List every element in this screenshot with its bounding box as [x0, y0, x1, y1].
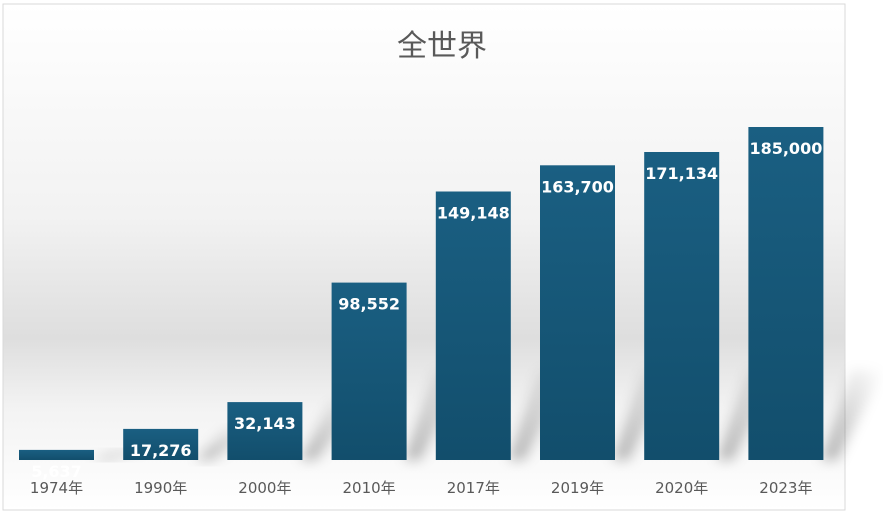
x-tick-label: 1990年 [134, 479, 187, 497]
data-labels: 5,637 17,276 32,143 98,552 149,148 163,700 171… [31, 139, 822, 481]
bar [644, 152, 720, 460]
bar [19, 449, 94, 460]
x-tick-label: 2000年 [238, 479, 291, 497]
bars [19, 127, 824, 461]
bar [540, 165, 615, 461]
chart-title: 全世界 [397, 29, 487, 64]
data-label: 163,700 [541, 177, 614, 196]
data-label: 32,143 [234, 414, 296, 433]
bar [748, 127, 824, 460]
data-label: 98,552 [338, 295, 400, 314]
x-tick-label: 2019年 [551, 479, 604, 497]
bar [435, 191, 511, 460]
bar-shadow [821, 370, 883, 460]
x-tick-label: 2010年 [343, 479, 396, 497]
data-label: 171,134 [645, 164, 718, 183]
data-label: 5,637 [31, 462, 82, 481]
data-label: 185,000 [749, 139, 822, 158]
x-axis-tick-labels: 1974年 1990年 2000年 2010年 2017年 2019年 2020年 2023年 [30, 479, 813, 497]
data-label: 17,276 [130, 441, 192, 460]
bar [123, 428, 199, 460]
x-tick-label: 2023年 [759, 479, 812, 497]
x-tick-label: 1974年 [30, 479, 83, 497]
x-tick-label: 2017年 [447, 479, 500, 497]
x-tick-label: 2020年 [655, 479, 708, 497]
bar [331, 282, 407, 460]
bar [227, 402, 303, 460]
data-label: 149,148 [437, 204, 510, 223]
